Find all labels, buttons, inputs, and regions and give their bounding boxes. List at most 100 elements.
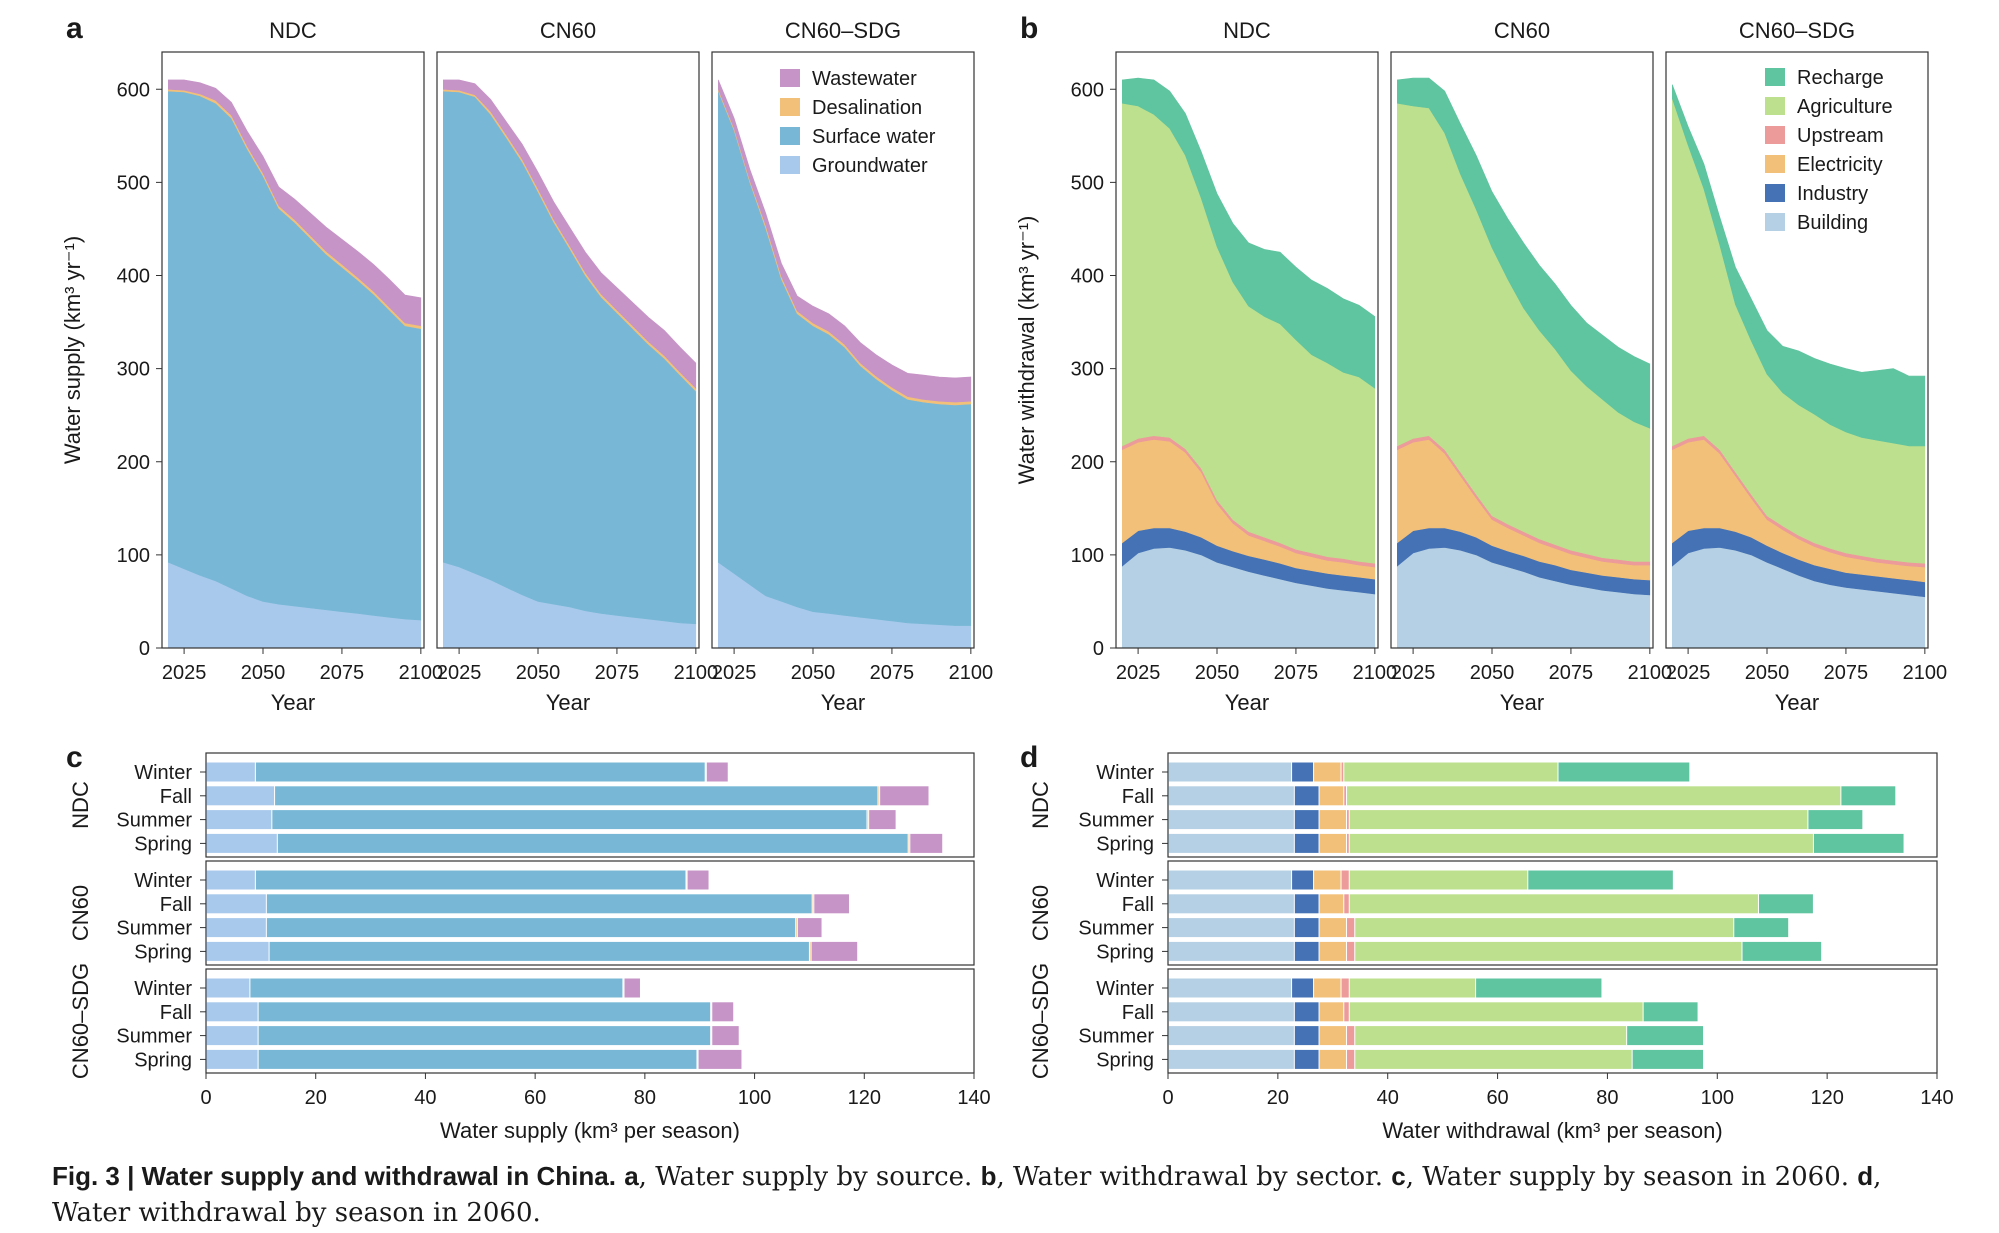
group-label-cn60-sdg: CN60–SDG: [1028, 963, 1053, 1079]
x-tick-label: 2025: [1391, 662, 1436, 684]
bar-segment-industry: [1294, 918, 1319, 938]
bar-segment-surface-water: [275, 786, 878, 806]
x-tick-label: 40: [1377, 1087, 1399, 1109]
bar-segment-groundwater: [206, 762, 255, 782]
bar-segment-electricity: [1319, 1002, 1344, 1022]
season-label-fall: Fall: [160, 894, 192, 916]
panel-frame: [161, 51, 425, 649]
bar-segment-industry: [1292, 762, 1314, 782]
panel-b-ndc: NDC 2025 2050 2075 2100 Year: [1115, 18, 1397, 715]
group-label-ndc: NDC: [1028, 781, 1053, 829]
legend-swatch-groundwater: [780, 156, 800, 174]
panel-b-cn60: CN60 2025 2050 2075 2100 Year: [1390, 18, 1673, 715]
x-tick-label: 2025: [1666, 662, 1711, 684]
bar-segment-surface-water: [258, 1002, 711, 1022]
panel-title-a-cn60: CN60: [540, 18, 596, 43]
bar-segment-agriculture: [1355, 918, 1734, 938]
bar-segment-wastewater: [910, 833, 943, 853]
bar-segment-wastewater: [880, 786, 929, 806]
bar-segment-industry: [1294, 894, 1319, 914]
caption-letter-d: d: [1857, 1161, 1874, 1191]
bar-segment-upstream: [1347, 833, 1349, 853]
legend-b: Recharge Agriculture Upstream Electricity In…: [1765, 67, 1893, 234]
caption-text-c: , Water supply by season in 2060.: [1405, 1162, 1858, 1192]
bar-segment-electricity: [1314, 762, 1341, 782]
bar-segment-electricity: [1319, 941, 1347, 961]
bar-segment-electricity: [1319, 1049, 1347, 1069]
panel-frame: [1115, 51, 1379, 649]
bar-segment-upstream: [1347, 810, 1349, 830]
caption-letter-c: c: [1391, 1161, 1406, 1191]
caption-text-a: , Water supply by source.: [638, 1162, 981, 1192]
legend-swatch-building: [1765, 213, 1785, 231]
area-recharge: [1122, 77, 1376, 389]
x-tick-label: 2075: [320, 662, 365, 684]
legend-label-wastewater: Wastewater: [812, 68, 917, 90]
bar-segment-upstream: [1347, 1026, 1355, 1046]
bar-segment-recharge: [1758, 894, 1813, 914]
y-axis-label-a: Water supply (km³ yr⁻¹): [60, 236, 85, 464]
panel-title-b-ndc: NDC: [1223, 18, 1271, 43]
caption-label: Fig. 3 |: [52, 1161, 142, 1191]
bar-segment-agriculture: [1349, 1002, 1643, 1022]
area-wastewater: [443, 79, 697, 389]
x-tick-label: 2050: [1195, 662, 1240, 684]
legend-swatch-electricity: [1765, 155, 1785, 173]
season-label-winter: Winter: [134, 978, 192, 1000]
bar-segment-groundwater: [206, 870, 255, 890]
bar-segment-building: [1168, 1026, 1294, 1046]
x-tick-label: 60: [524, 1087, 546, 1109]
bar-segment-surface-water: [266, 918, 796, 938]
bar-segment-industry: [1294, 1026, 1319, 1046]
bar-segment-surface-water: [269, 941, 809, 961]
legend-swatch-agriculture: [1765, 97, 1785, 115]
legend-label-electricity: Electricity: [1797, 154, 1883, 176]
x-tick-label: 2100: [1628, 662, 1673, 684]
x-tick-label: 2100: [674, 662, 719, 684]
group-frame: [205, 860, 975, 966]
bar-segment-electricity: [1319, 810, 1347, 830]
bar-segment-agriculture: [1355, 1049, 1632, 1069]
season-label-spring: Spring: [134, 833, 192, 855]
bar-segment-groundwater: [206, 918, 266, 938]
bar-segment-surface-water: [266, 894, 812, 914]
legend-swatch-wastewater: [780, 69, 800, 87]
bar-segment-surface-water: [258, 1049, 697, 1069]
bar-segment-groundwater: [206, 894, 266, 914]
x-tick-label: 2050: [241, 662, 286, 684]
x-axis-label: Year: [546, 690, 590, 715]
season-label-winter: Winter: [134, 870, 192, 892]
x-tick-label: 0: [1162, 1087, 1173, 1109]
season-label-winter: Winter: [134, 762, 192, 784]
x-tick-label: 2075: [595, 662, 640, 684]
season-label-spring: Spring: [1096, 1049, 1154, 1071]
bar-segment-groundwater: [206, 941, 269, 961]
season-label-winter: Winter: [1096, 762, 1154, 784]
bar-segment-agriculture: [1349, 833, 1813, 853]
bar-segment-upstream: [1347, 1049, 1355, 1069]
bar-segment-recharge: [1734, 918, 1789, 938]
bar-segment-electricity: [1319, 894, 1344, 914]
panel-frame: [1665, 51, 1929, 649]
bar-segment-desalination: [867, 810, 869, 830]
season-label-spring: Spring: [134, 941, 192, 963]
bar-segment-desalination: [812, 894, 814, 914]
x-tick-label: 80: [634, 1087, 656, 1109]
bar-segment-desalination: [908, 833, 910, 853]
y-axis-label-b: Water withdrawal (km³ yr⁻¹): [1014, 216, 1039, 485]
bar-segment-recharge: [1643, 1002, 1698, 1022]
area-surface-water: [443, 90, 697, 625]
y-tick-label-a: 400: [117, 266, 150, 288]
x-axis-label-d: Water withdrawal (km³ per season): [1382, 1118, 1722, 1143]
area-wastewater: [168, 79, 422, 327]
bar-segment-upstream: [1341, 870, 1349, 890]
figure-caption: Fig. 3 | Water supply and withdrawal in …: [52, 1158, 1952, 1231]
x-tick-label: 120: [1810, 1087, 1843, 1109]
y-tick-label-a: 300: [117, 359, 150, 381]
bar-segment-wastewater: [814, 894, 849, 914]
bar-segment-agriculture: [1349, 870, 1528, 890]
bar-segment-building: [1168, 918, 1294, 938]
season-label-winter: Winter: [1096, 870, 1154, 892]
